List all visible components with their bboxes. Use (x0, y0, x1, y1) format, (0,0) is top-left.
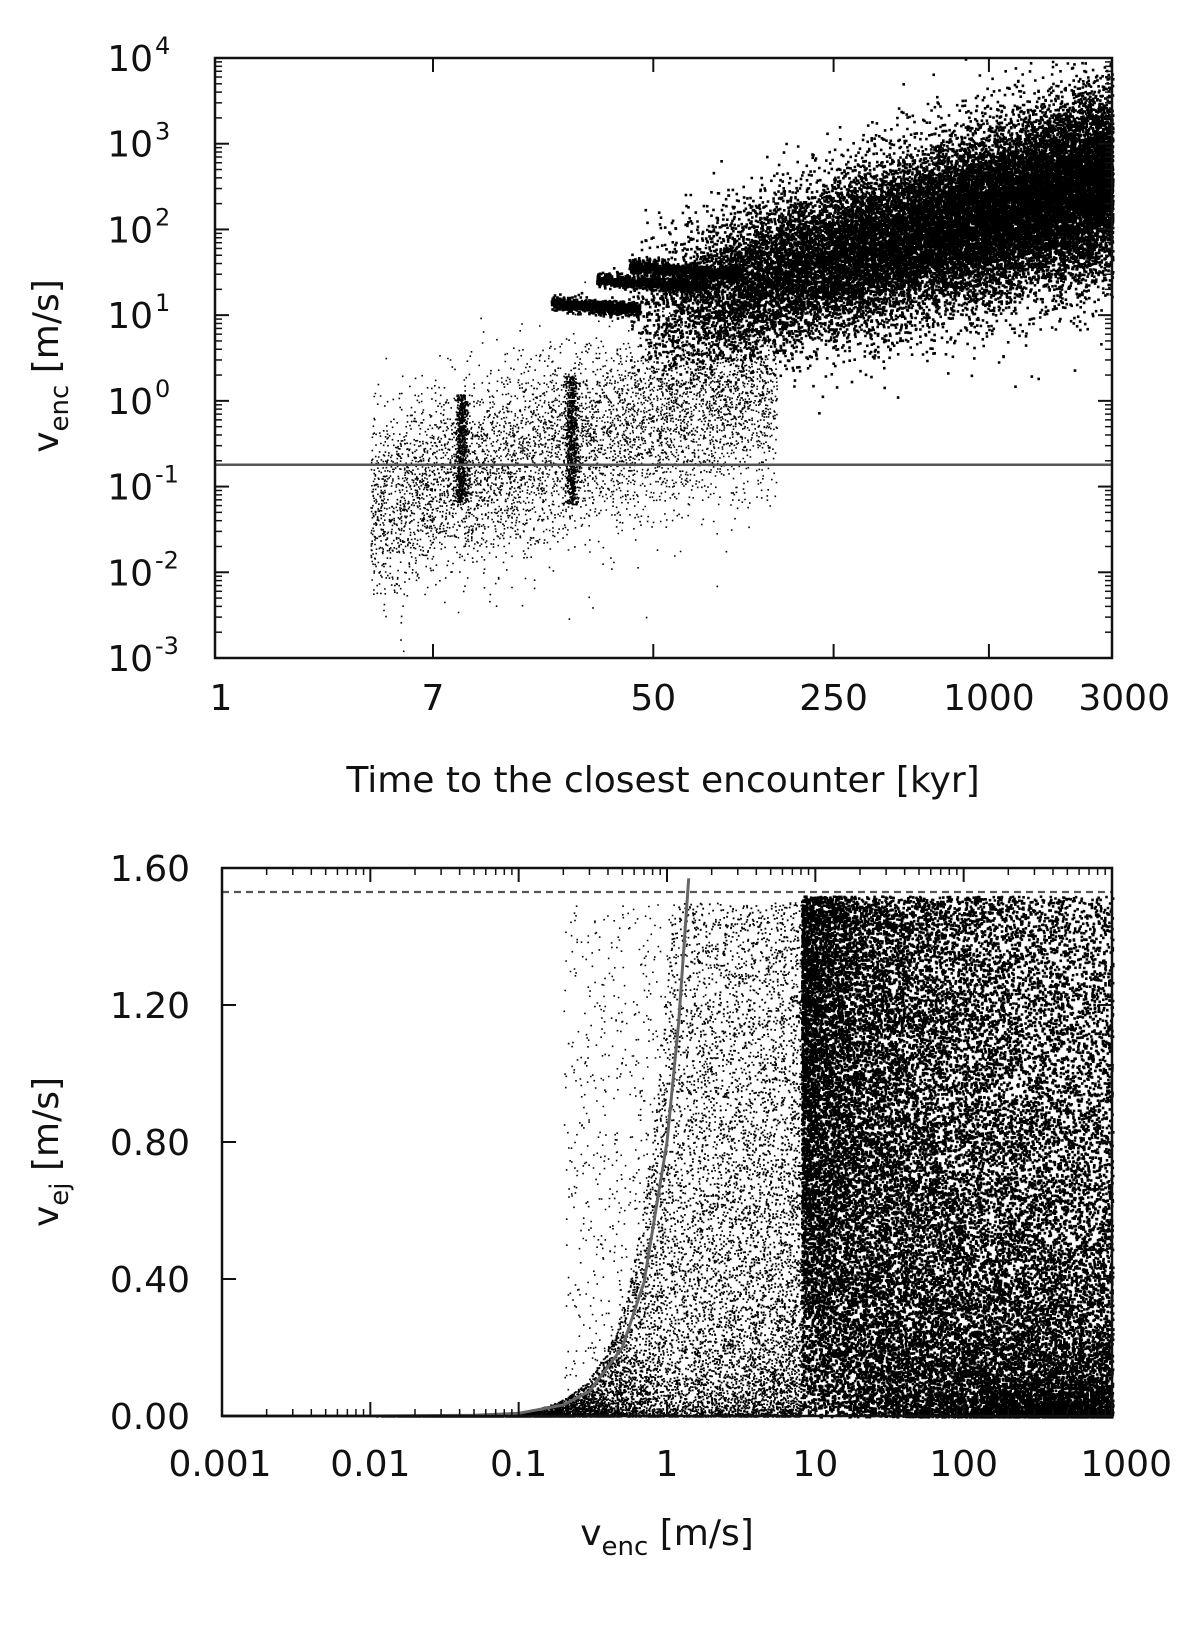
bottom-x-tick-label-0: 0.001 (168, 1444, 271, 1485)
top-y-tick-label-5: 10 (107, 210, 153, 251)
top-y-tick-label-base: 10 (107, 39, 153, 80)
bottom-y-axis-title-unit: [m/s] (26, 1077, 67, 1171)
top-scatter-points (370, 58, 1115, 653)
bottom-x-axis-title-main: v (580, 1513, 601, 1554)
bottom-scatter-panel: 0.001 0.01 0.1 1 10 100 1000 0.00 0.40 0.80 1.20 1… (26, 849, 1172, 1562)
top-x-tick-label-0: 1 (210, 678, 233, 719)
top-y-tick-label-exp-6: 3 (155, 118, 170, 146)
bottom-axis-ticks (221, 867, 1113, 1417)
bottom-curve (222, 878, 691, 1418)
bottom-x-axis-title: venc [m/s] (580, 1513, 754, 1562)
top-y-tick-label-exp-2: -1 (155, 461, 179, 489)
top-x-axis-title: Time to the closest encounter [kyr] (345, 760, 979, 801)
bottom-y-axis-title: vej [m/s] (26, 1077, 75, 1227)
top-y-tick-label-7: 10 (107, 39, 153, 80)
top-y-tick-label-exp-5: 2 (155, 203, 170, 231)
bottom-y-axis-title-main: v (26, 1206, 67, 1227)
bottom-x-tick-label-4: 10 (792, 1444, 838, 1485)
bottom-y-tick-label-3: 1.20 (110, 986, 190, 1027)
top-y-tick-label-base: 10 (107, 468, 153, 509)
top-y-tick-label-1: 10 (107, 553, 153, 594)
bottom-x-tick-labels: 0.001 0.01 0.1 1 10 100 1000 (168, 1444, 1172, 1485)
bottom-x-axis-title-spacer (648, 1513, 659, 1554)
bottom-x-axis-title-sub: enc (602, 1532, 649, 1562)
bottom-x-tick-label-5: 100 (929, 1444, 998, 1485)
top-points-path (370, 58, 1115, 653)
bottom-scatter-points (375, 895, 1115, 1419)
bottom-y-tick-label-2: 0.80 (110, 1123, 190, 1164)
top-y-tick-label-base: 10 (107, 296, 153, 337)
top-plot-frame (213, 56, 1114, 660)
top-y-tick-label-exp-4: 1 (155, 289, 170, 317)
top-y-tick-label-6: 10 (107, 125, 153, 166)
bottom-points-path (375, 895, 1115, 1419)
bottom-x-tick-label-3: 1 (656, 1444, 679, 1485)
top-y-tick-label-2: 10 (107, 468, 153, 509)
bottom-x-tick-label-1: 0.01 (330, 1444, 410, 1485)
top-y-tick-label-0: 10 (107, 639, 153, 680)
top-x-tick-label-2: 50 (630, 678, 676, 719)
bottom-y-axis-title-sub: ej (45, 1182, 75, 1205)
top-y-tick-label-exp-1: -2 (155, 546, 179, 574)
top-y-tick-label-base: 10 (107, 639, 153, 680)
top-y-tick-label-4: 10 (107, 296, 153, 337)
top-x-tick-labels: 1 7 50 250 1000 3000 (210, 678, 1170, 719)
top-x-tick-label-5: 3000 (1078, 678, 1170, 719)
top-y-tick-label-exp-3: 0 (155, 375, 170, 403)
top-y-axis-title-unit: [m/s] (26, 279, 67, 373)
bottom-y-tick-label-0: 0.00 (110, 1397, 190, 1438)
top-axis-ticks (214, 57, 1113, 659)
top-y-tick-label-base: 10 (107, 382, 153, 423)
top-y-tick-label-3: 10 (107, 382, 153, 423)
top-x-tick-label-1: 7 (422, 678, 445, 719)
top-y-tick-label-base: 10 (107, 210, 153, 251)
top-y-tick-label-base: 10 (107, 125, 153, 166)
top-y-axis-title-spacer (26, 373, 67, 384)
top-y-tick-label-exp-0: -3 (155, 632, 179, 660)
top-y-tick-label-base: 10 (107, 553, 153, 594)
top-x-tick-label-3: 250 (799, 678, 868, 719)
bottom-y-axis-title-spacer (26, 1171, 67, 1182)
top-x-tick-label-4: 1000 (943, 678, 1035, 719)
top-y-axis-title-sub: enc (45, 385, 75, 432)
bottom-y-tick-labels: 0.00 0.40 0.80 1.20 1.60 (110, 849, 190, 1438)
bottom-x-tick-label-6: 1000 (1080, 1444, 1172, 1485)
bottom-y-tick-label-4: 1.60 (110, 849, 190, 890)
top-y-axis-title-main: v (26, 431, 67, 452)
bottom-y-tick-label-1: 0.40 (110, 1260, 190, 1301)
top-y-tick-label-exp-7: 4 (155, 32, 170, 60)
bottom-x-tick-label-2: 0.1 (490, 1444, 547, 1485)
top-y-axis-title: venc [m/s] (26, 279, 75, 453)
bottom-x-axis-title-unit: [m/s] (660, 1513, 754, 1554)
